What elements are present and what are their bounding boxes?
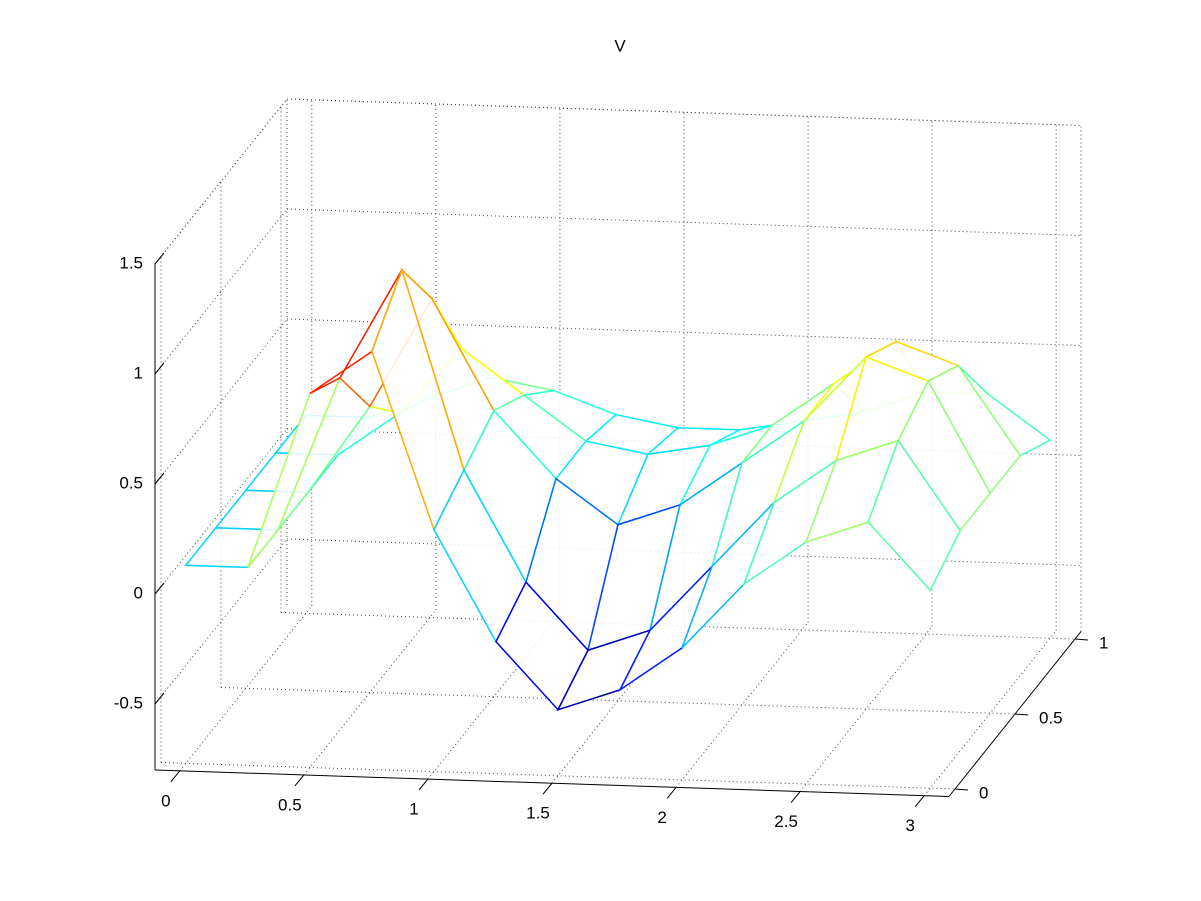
grid-line [154,208,288,375]
grid-line [675,622,809,788]
grid-line [154,318,288,485]
x-tick-label: 2.5 [774,812,798,831]
x-tick [790,791,801,803]
x-tick-label: 1.5 [526,804,550,823]
z-tick [154,692,165,705]
grid-line [286,208,1082,236]
x-tick [914,795,925,807]
z-tick-label: 1 [134,363,143,382]
grid-line [286,538,1082,566]
x-tick [666,787,677,799]
y-tick-label: 0 [979,783,988,802]
z-tick [154,582,165,595]
x-tick-label: 3 [905,816,914,835]
x-tick-label: 2 [657,808,666,827]
z-tick [154,472,165,485]
y-tick-label: 0.5 [1039,708,1063,727]
z-tick [154,252,165,265]
grid-line [154,428,288,595]
x-tick-label: 0 [161,791,170,810]
grid-line [179,605,313,772]
z-tick [154,362,165,375]
y-tick [954,788,969,791]
grid-line [923,630,1057,796]
chart-title: V [614,36,626,55]
mesh-cell [867,438,962,592]
x-tick [542,782,553,795]
x-tick-label: 1 [409,800,418,819]
x-tick-label: 0.5 [278,795,302,814]
x-tick [170,770,181,783]
y-tick [1074,638,1089,641]
z-tick-label: 0 [134,583,143,602]
grid-line [799,626,933,792]
y-tick [1014,713,1029,716]
y-tick-label: 1 [1099,633,1108,652]
box-edge [286,98,1082,126]
grid-line [220,687,1016,715]
x-tick [294,774,305,787]
grid-line [303,609,437,776]
z-tick-label: 0.5 [119,473,143,492]
grid-line [280,612,1076,640]
z-tick-label: 1.5 [119,253,143,272]
x-tick [418,778,429,791]
z-tick-label: -0.5 [114,693,143,712]
box-edge [154,98,288,265]
grid-line [154,538,288,705]
grid-line [160,762,956,790]
